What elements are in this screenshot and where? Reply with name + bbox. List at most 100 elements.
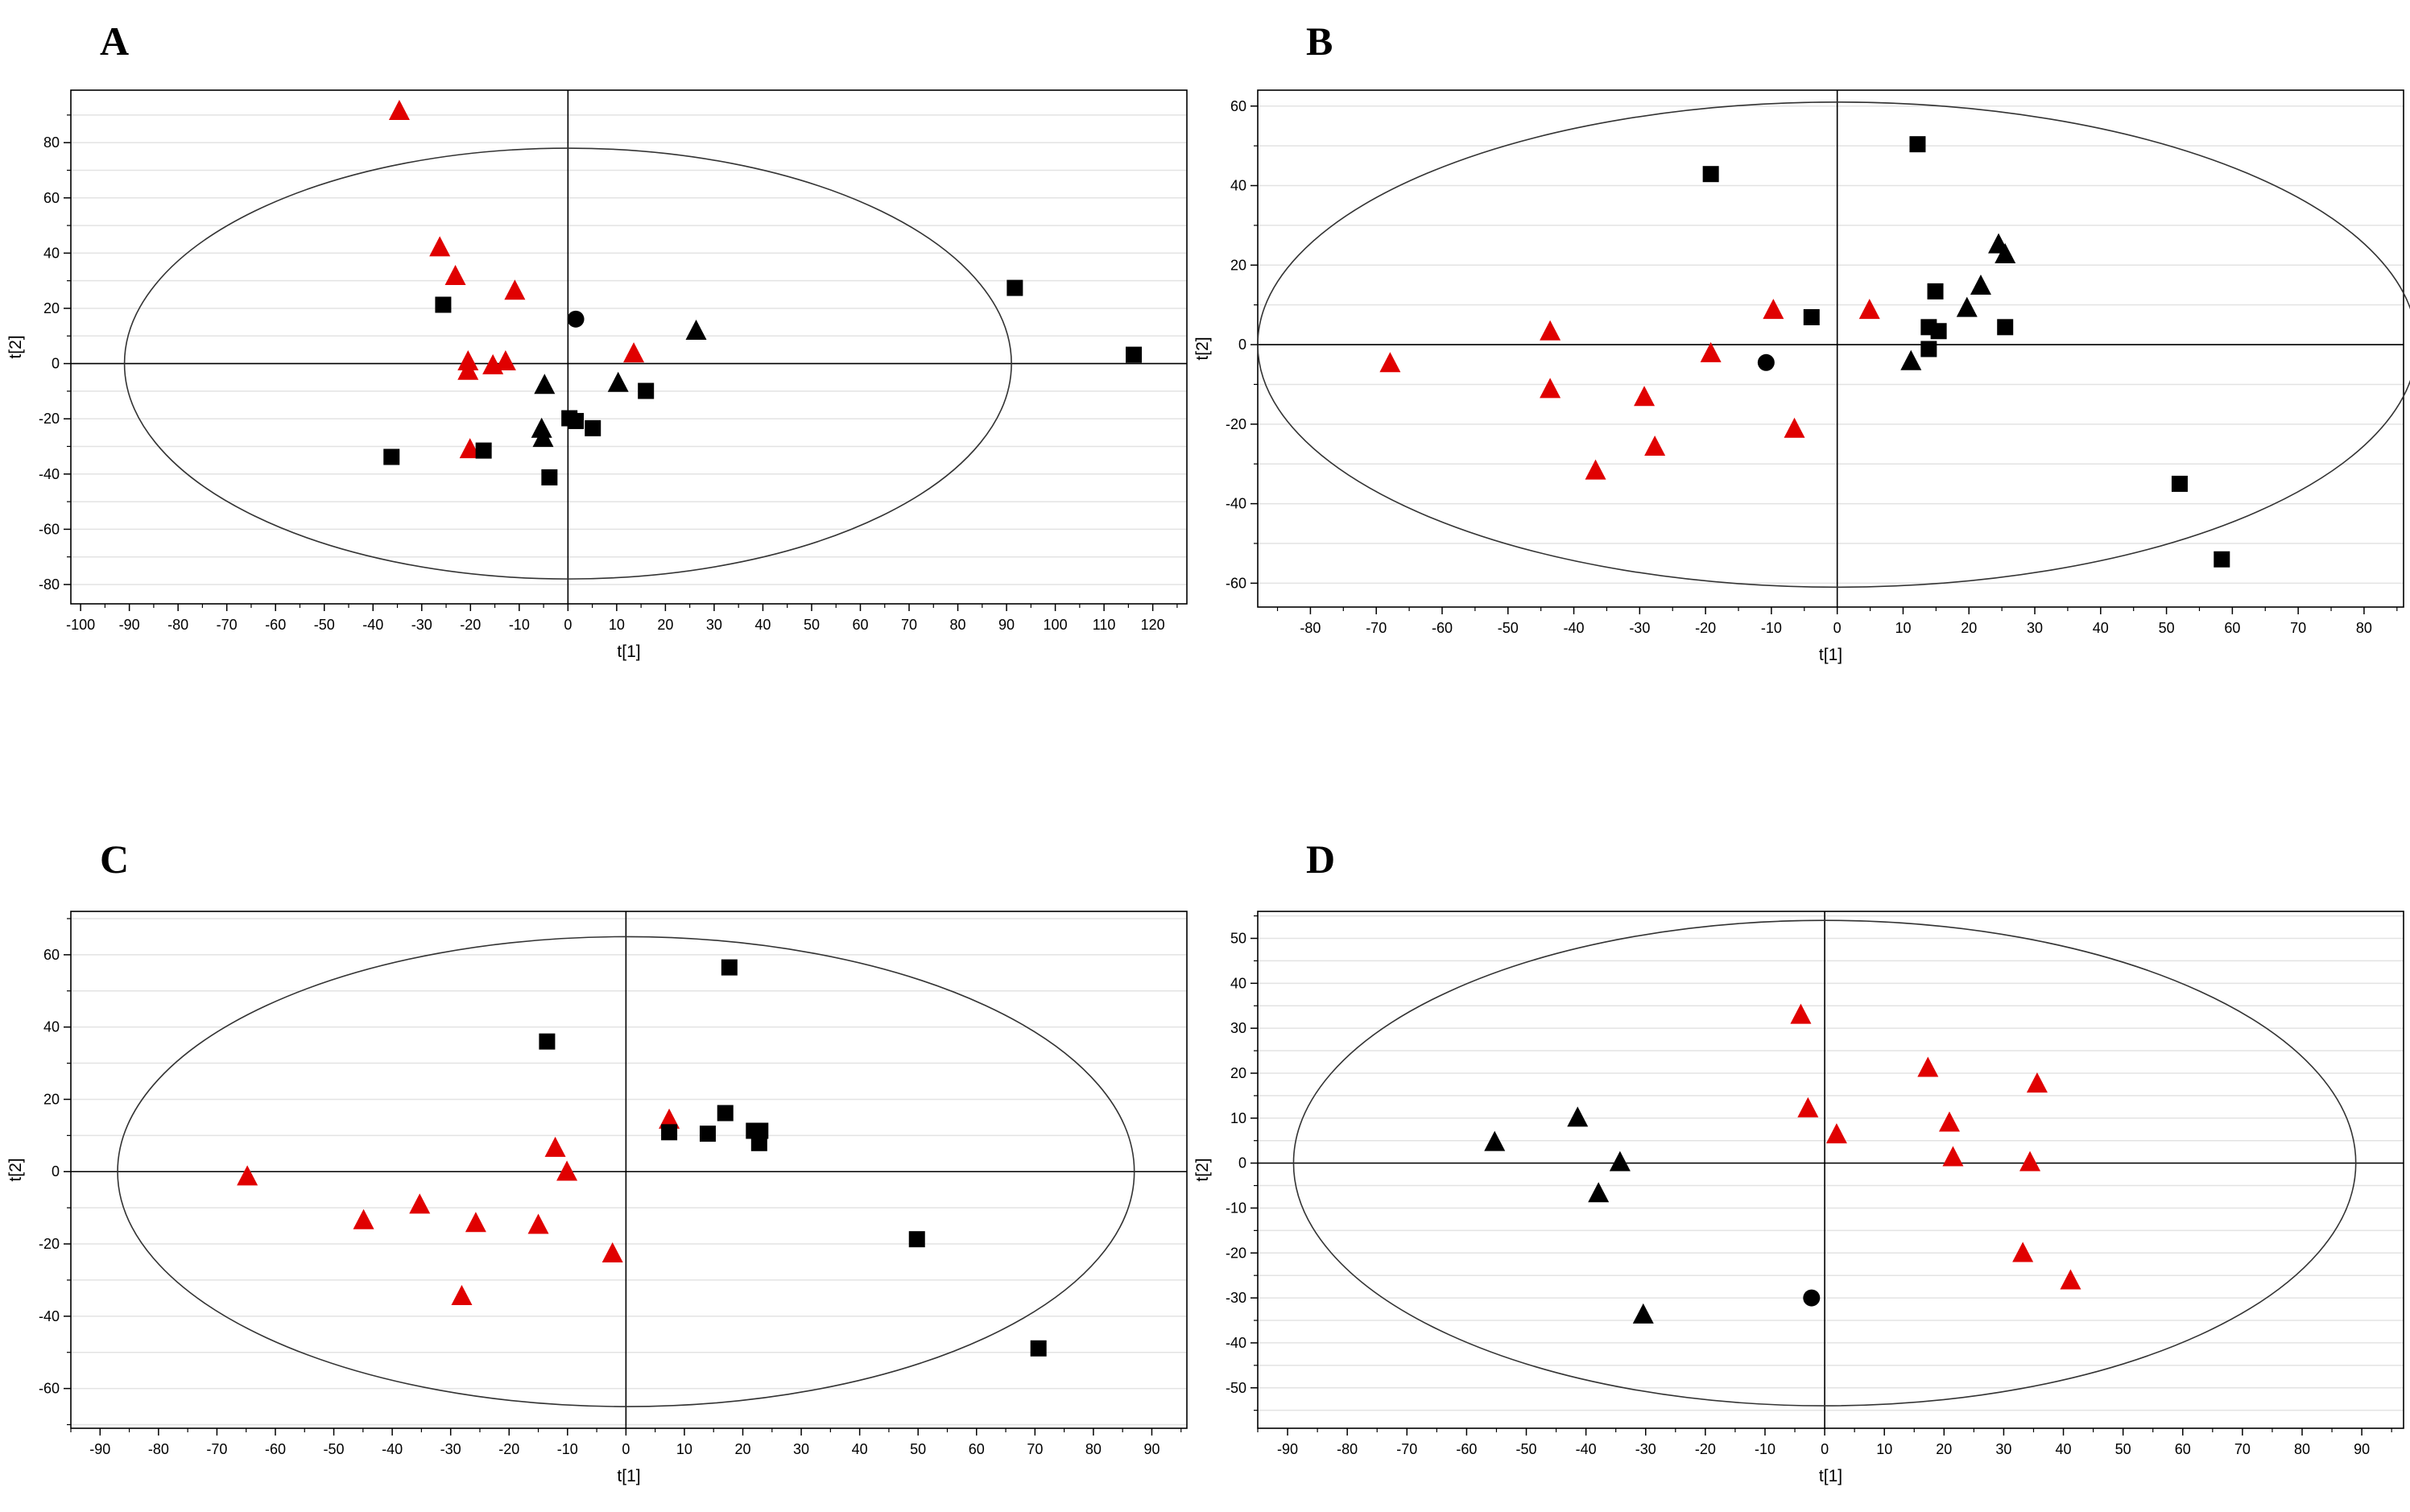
data-point-triangle (607, 371, 629, 392)
data-point-triangle (409, 1193, 431, 1214)
x-tick-label: 20 (734, 1441, 750, 1457)
x-tick-label: 30 (706, 617, 722, 633)
y-tick-label: 10 (1230, 1110, 1246, 1126)
data-point-triangle (2019, 1151, 2041, 1171)
data-point-triangle (1784, 417, 1805, 438)
y-tick-label: 20 (1230, 257, 1246, 273)
series-black-square (383, 279, 1143, 485)
x-tick-label: 30 (793, 1441, 809, 1457)
panel-letter: B (1306, 19, 1333, 64)
y-tick-label: 40 (1230, 975, 1246, 991)
series-black-triangle (1484, 1106, 1654, 1324)
data-point-triangle (532, 427, 554, 448)
data-point-triangle (2026, 1072, 2048, 1093)
data-point-triangle (2012, 1241, 2034, 1262)
x-tick-label: -40 (382, 1441, 403, 1457)
panel-c: C -90 -80 -70 -60 -50 -40 -30 -20 -10 0 10 20 30 40 50 6… (6, 837, 1188, 1485)
y-tick-label: 0 (52, 1163, 60, 1179)
data-point-triangle (494, 350, 516, 371)
x-tick-label: 0 (1821, 1441, 1829, 1457)
x-tick-label: -30 (440, 1441, 461, 1457)
data-point-triangle (1585, 459, 1606, 480)
data-point-square (1030, 1340, 1047, 1357)
x-tick-label: 0 (1833, 620, 1842, 636)
data-point-triangle (429, 236, 451, 257)
x-tick-label: -20 (498, 1441, 519, 1457)
data-point-triangle (451, 1284, 473, 1305)
data-point-square (1927, 283, 1944, 300)
hotelling-ellipse (123, 147, 1012, 580)
data-point-triangle (1900, 349, 1922, 370)
x-tick-label: -70 (1396, 1441, 1417, 1457)
x-tick-label: -80 (1300, 620, 1321, 636)
data-point-triangle (1609, 1151, 1631, 1171)
y-tick-label: -40 (1226, 1335, 1246, 1351)
x-tick-label: -60 (1456, 1441, 1477, 1457)
x-tick-label: 80 (2356, 620, 2372, 636)
x-tick-label: -90 (89, 1441, 110, 1457)
series-black-circle (1803, 1289, 1821, 1307)
series-black-square (1702, 136, 2230, 568)
x-tick-label: -10 (557, 1441, 578, 1457)
x-tick-label: -30 (1629, 620, 1650, 636)
y-tick-label: -40 (39, 1308, 60, 1324)
x-tick-label: 70 (2290, 620, 2306, 636)
x-tick-label: 70 (2234, 1441, 2251, 1457)
data-point-triangle (1379, 352, 1401, 373)
data-point-square (752, 1122, 769, 1139)
data-point-triangle (1567, 1106, 1589, 1127)
y-axis-label: t[2] (1193, 1158, 1212, 1181)
data-point-triangle (457, 359, 479, 380)
x-tick-label: 0 (622, 1441, 630, 1457)
x-tick-label: -40 (1564, 620, 1585, 636)
data-point-square (721, 959, 738, 976)
panel-a: A-100 -90 -80 -70 -60 -50 -40 -30 -20 -10 0 10 20 30 4… (6, 19, 1188, 661)
x-tick-label: 80 (1085, 1441, 1102, 1457)
data-point-triangle (544, 1136, 566, 1157)
data-point-triangle (465, 1212, 486, 1233)
x-tick-label: 60 (2224, 620, 2240, 636)
y-tick-label: 60 (1230, 98, 1246, 114)
data-point-triangle (1763, 299, 1784, 320)
data-point-square (475, 442, 492, 459)
x-tick-label: 50 (804, 617, 820, 633)
x-tick-label: -70 (217, 617, 238, 633)
data-point-square (1007, 279, 1023, 296)
x-tick-label: 30 (2027, 620, 2043, 636)
data-point-square (585, 419, 601, 436)
plot-frame (1257, 89, 2404, 608)
data-point-square (568, 412, 585, 429)
x-tick-label: 60 (2175, 1441, 2191, 1457)
x-tick-label: 80 (2294, 1441, 2310, 1457)
y-tick-label: -60 (39, 1381, 60, 1397)
x-tick-label: 120 (1141, 617, 1165, 633)
x-tick-label: -20 (460, 617, 481, 633)
x-tick-label: -10 (1755, 1441, 1775, 1457)
data-point-triangle (353, 1208, 374, 1229)
data-point-square (1997, 319, 2014, 336)
data-point-triangle (1797, 1097, 1819, 1117)
data-point-circle (1803, 1289, 1821, 1307)
data-point-square (383, 448, 400, 465)
data-point-square (750, 1134, 767, 1151)
data-point-circle (567, 310, 585, 328)
data-point-triangle (1858, 299, 1880, 320)
data-point-triangle (527, 1213, 549, 1234)
hotelling-ellipse (1292, 919, 2357, 1407)
x-tick-label: -60 (1432, 620, 1453, 636)
data-point-triangle (1938, 1111, 1960, 1132)
x-tick-label: 10 (676, 1441, 692, 1457)
y-tick-label: -80 (39, 576, 60, 593)
x-tick-label: 50 (2115, 1441, 2131, 1457)
y-tick-label: -40 (39, 466, 60, 482)
y-tick-label: 0 (1238, 337, 1246, 353)
data-point-triangle (459, 438, 481, 459)
data-point-square (661, 1124, 678, 1141)
data-point-triangle (388, 99, 410, 120)
data-point-square (1909, 136, 1926, 153)
x-axis-label: t[1] (617, 1467, 640, 1485)
x-tick-label: 90 (998, 617, 1015, 633)
x-tick-label: -10 (509, 617, 530, 633)
x-tick-label: 60 (969, 1441, 985, 1457)
